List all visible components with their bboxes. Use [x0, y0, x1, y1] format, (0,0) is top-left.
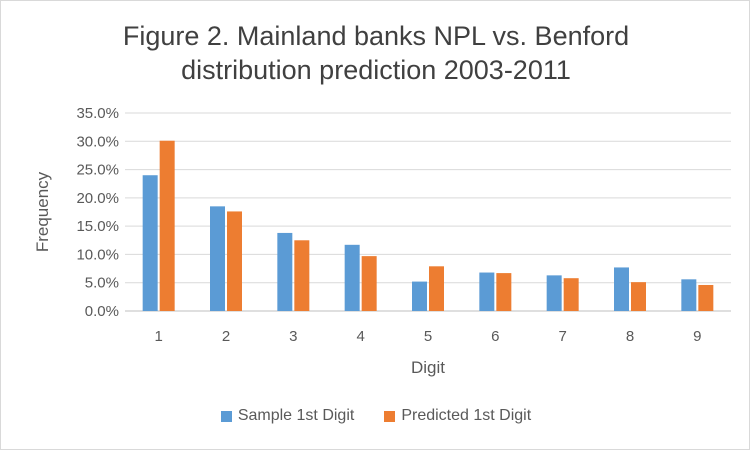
legend-label-predicted: Predicted 1st Digit: [401, 407, 532, 424]
bar-predicted: [227, 211, 242, 311]
bar-sample: [681, 279, 697, 311]
legend-item-predicted: Predicted 1st Digit: [384, 407, 531, 425]
bar-predicted: [563, 278, 579, 311]
y-tick-label: 35.0%: [76, 105, 119, 122]
x-tick-label: 1: [154, 328, 162, 345]
bar-predicted: [294, 240, 310, 311]
bar-sample: [614, 267, 629, 311]
x-tick-label: 7: [558, 328, 566, 345]
x-axis-title: Digit: [411, 358, 445, 377]
y-tick-label: 10.0%: [76, 246, 119, 263]
y-tick-label: 5.0%: [85, 275, 119, 292]
x-tick-label: 5: [424, 328, 432, 345]
chart-title: Figure 2. Mainland banks NPL vs. Benford…: [1, 19, 750, 87]
bar-sample: [142, 175, 158, 311]
x-tick-label: 2: [222, 328, 230, 345]
bar-predicted: [496, 273, 512, 311]
x-tick-label: 4: [356, 328, 364, 345]
bar-sample: [479, 272, 495, 311]
y-tick-label: 20.0%: [76, 190, 119, 207]
legend-label-sample: Sample 1st Digit: [237, 407, 355, 424]
bar-predicted: [361, 256, 377, 311]
bar-predicted: [698, 284, 714, 311]
legend: Sample 1st Digit Predicted 1st Digit: [1, 407, 750, 425]
x-tick-label: 9: [693, 328, 701, 345]
chart-title-line-2: distribution prediction 2003-2011: [181, 55, 571, 85]
legend-swatch-sample: [220, 410, 232, 422]
bar-predicted: [159, 140, 175, 311]
legend-item-sample: Sample 1st Digit: [220, 407, 355, 425]
y-tick-label: 15.0%: [76, 218, 119, 235]
y-tick-label: 30.0%: [76, 133, 119, 150]
bar-sample: [546, 275, 562, 311]
x-tick-label: 8: [626, 328, 634, 345]
bar-predicted: [429, 266, 444, 311]
bar-sample: [344, 244, 360, 311]
y-tick-label: 25.0%: [76, 162, 119, 179]
bar-sample: [277, 232, 293, 311]
x-tick-label: 3: [289, 328, 297, 345]
y-axis-title: Frequency: [33, 171, 52, 252]
x-tick-label: 6: [491, 328, 499, 345]
chart-title-line-1: Figure 2. Mainland banks NPL vs. Benford: [122, 21, 630, 51]
bar-sample: [210, 206, 225, 311]
bar-predicted: [631, 282, 646, 311]
legend-swatch-predicted: [384, 410, 396, 422]
y-tick-label: 0.0%: [85, 303, 119, 320]
bar-sample: [412, 281, 427, 311]
